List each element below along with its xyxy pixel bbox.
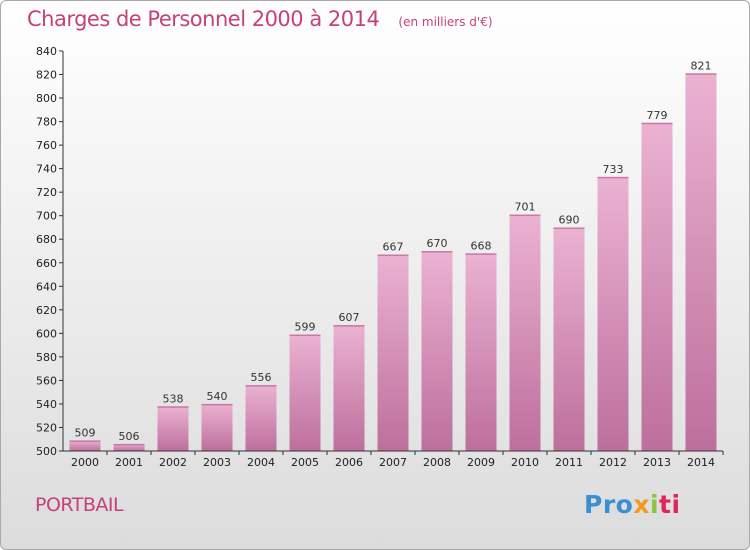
bar-2008 [421,251,453,451]
x-tick-label: 2012 [599,456,627,469]
data-label: 690 [559,213,580,226]
bar-2002 [157,406,189,451]
bar-2001 [113,443,145,451]
data-label: 821 [691,59,712,72]
bar-top-edge [465,253,497,255]
data-label: 506 [119,430,140,443]
x-tick-label: 2003 [203,456,231,469]
bar-top-edge [377,254,409,257]
data-label: 599 [295,321,316,334]
data-label: 668 [471,239,492,252]
bar-2014 [685,73,717,452]
y-tick-label: 800 [36,92,57,105]
bar-2000 [69,440,101,451]
y-tick-label: 620 [36,304,57,317]
bar-2011 [553,227,585,451]
y-tick-label: 820 [36,69,57,82]
y-tick-label: 540 [36,398,57,411]
data-label: 670 [427,237,448,250]
y-tick-label: 700 [36,210,57,223]
y-tick-label: 520 [36,421,57,434]
y-tick-label: 780 [36,116,57,129]
x-tick-label: 2004 [247,456,275,469]
logo-part: x [633,490,650,519]
bar-top-edge [685,73,717,75]
y-tick-label: 580 [36,351,57,364]
data-label: 733 [603,163,624,176]
x-tick-label: 2010 [511,456,539,469]
bar-top-edge [69,440,101,442]
logo-part: i [649,490,660,519]
chart-subtitle: (en milliers d'€) [398,15,493,29]
x-tick-label: 2007 [379,456,407,469]
bar-top-edge [421,251,453,253]
y-tick-label: 500 [36,445,57,458]
bar-2013 [641,122,673,451]
data-label: 556 [251,371,272,384]
chart-title: Charges de Personnel 2000 à 2014 [27,7,380,31]
data-label: 701 [515,201,536,214]
bar-top-edge [553,227,585,229]
bar-2010 [509,214,541,451]
logo-part: ti [659,490,681,519]
x-tick-label: 2006 [335,456,363,469]
x-tick-label: 2009 [467,456,495,469]
y-tick-label: 600 [36,327,57,340]
title-row: Charges de Personnel 2000 à 2014 (en mil… [27,7,493,31]
city-name: PORTBAIL [35,494,124,516]
y-tick-label: 740 [36,163,57,176]
x-tick-label: 2000 [71,456,99,469]
bar-top-edge [245,385,277,387]
bar-top-edge [113,443,145,446]
bar-2006 [333,325,365,451]
bar-2009 [465,253,497,451]
bar-2003 [201,403,233,451]
logo-part: Pro [584,490,634,519]
data-label: 538 [163,392,184,405]
bar-2007 [377,254,409,451]
y-tick-label: 720 [36,186,57,199]
x-tick-label: 2014 [687,456,715,469]
x-tick-label: 2002 [159,456,187,469]
bar-2012 [597,176,629,451]
data-label: 607 [339,311,360,324]
x-tick-label: 2008 [423,456,451,469]
bar-2004 [245,385,277,451]
bar-2005 [289,334,321,451]
y-tick-label: 680 [36,233,57,246]
y-tick-label: 660 [36,257,57,270]
bar-top-edge [289,334,321,337]
y-tick-label: 560 [36,374,57,387]
data-label: 667 [383,241,404,254]
x-tick-label: 2011 [555,456,583,469]
x-tick-label: 2005 [291,456,319,469]
data-label: 509 [75,426,96,439]
y-tick-label: 840 [36,45,57,58]
bar-top-edge [201,403,233,406]
y-tick-label: 760 [36,139,57,152]
bar-top-edge [333,325,365,327]
x-tick-label: 2013 [643,456,671,469]
bar-top-edge [641,122,673,125]
bar-top-edge [509,214,541,217]
bar-top-edge [157,406,189,408]
y-tick-label: 640 [36,280,57,293]
x-tick-label: 2001 [115,456,143,469]
proxiti-logo: Proxiti [584,490,681,519]
data-label: 779 [647,109,668,122]
data-label: 540 [207,390,228,403]
bar-top-edge [597,176,629,179]
